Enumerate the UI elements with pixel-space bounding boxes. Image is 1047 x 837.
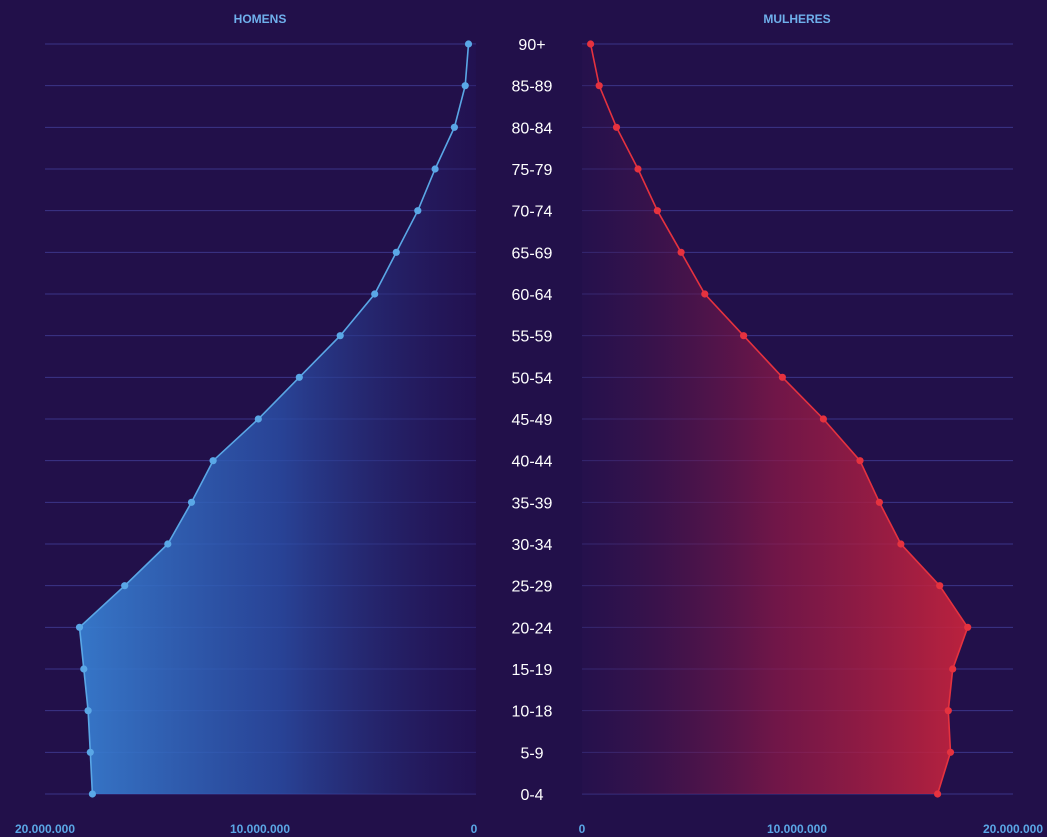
point-mulheres [944,707,952,715]
point-mulheres [856,457,864,465]
age-label: 50-54 [512,370,553,387]
point-homens [80,665,88,673]
age-label: 90+ [518,37,545,54]
point-mulheres [653,207,662,215]
point-homens [371,290,379,298]
age-label: 45-49 [512,412,553,429]
point-homens [450,123,458,131]
point-mulheres [936,582,944,590]
title-mulheres: MULHERES [763,12,830,26]
point-homens [295,373,303,381]
age-label: 15-19 [512,662,553,679]
data-points [75,40,972,798]
point-homens [88,790,96,798]
area-fills [79,44,968,794]
point-mulheres [946,748,955,756]
age-label: 70-74 [512,204,553,221]
age-label: 40-44 [512,454,553,471]
point-homens [187,498,196,506]
title-homens: HOMENS [234,12,287,26]
point-mulheres [964,623,972,631]
area-mulheres [582,44,968,794]
point-homens [414,207,422,215]
point-homens [209,457,217,465]
point-homens [86,748,94,756]
x-tick-label: 20.000.000 [983,822,1043,836]
point-homens [461,82,469,90]
point-mulheres [897,540,905,548]
age-labels: 90+ 85-89 80-84 75-79 70-74 65-69 60-64 55-59 50… [512,37,553,804]
age-label: 85-89 [512,79,553,96]
area-homens [79,44,476,794]
point-mulheres [778,373,787,381]
point-homens [254,415,262,423]
point-homens [75,623,84,631]
age-label: 5-9 [520,745,543,762]
point-mulheres [949,665,957,673]
point-mulheres [875,498,884,506]
x-tick-label: 20.000.000 [15,822,75,836]
age-label: 55-59 [512,329,553,346]
age-label: 35-39 [512,495,553,512]
point-homens [164,540,172,548]
point-homens [392,248,400,256]
age-label: 25-29 [512,579,553,596]
point-homens [121,582,129,590]
point-homens [84,707,92,715]
age-label: 0-4 [520,787,543,804]
x-tick-label: 0 [579,822,586,836]
point-mulheres [740,332,748,340]
x-axis-mulheres: 0 10.000.000 20.000.000 [579,822,1044,836]
age-label: 20-24 [512,620,553,637]
x-tick-label: 10.000.000 [230,822,290,836]
point-mulheres [634,165,642,173]
x-tick-label: 10.000.000 [767,822,827,836]
point-mulheres [934,790,942,798]
point-mulheres [701,290,709,298]
point-mulheres [819,415,828,423]
age-label: 65-69 [512,245,553,262]
age-label: 75-79 [512,162,553,179]
point-homens [336,332,344,340]
point-mulheres [612,123,621,131]
point-mulheres [677,248,685,256]
age-label: 60-64 [512,287,553,304]
age-label: 30-34 [512,537,553,554]
point-homens [464,40,473,48]
age-label: 10-18 [512,704,553,721]
point-mulheres [587,40,595,48]
x-axis-homens: 20.000.000 10.000.000 0 [15,822,478,836]
x-tick-label: 0 [471,822,478,836]
age-label: 80-84 [512,120,553,137]
point-homens [431,165,439,173]
point-mulheres [595,82,603,90]
